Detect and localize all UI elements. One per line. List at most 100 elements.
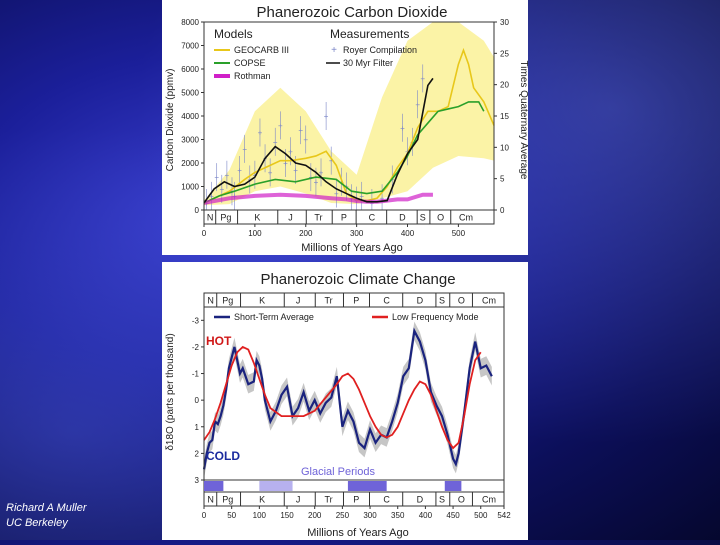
x-tick-label: 200 <box>299 229 313 238</box>
period-label-d: D <box>399 213 406 223</box>
royer-point: + <box>268 168 273 177</box>
x-tick-label: 450 <box>446 511 460 520</box>
royer-point: + <box>283 159 288 168</box>
x-tick-label: 400 <box>419 511 433 520</box>
legend-label-rothman: Rothman <box>234 71 271 81</box>
y-tick-label: -2 <box>192 343 200 352</box>
legend-label-shortterm: Short-Term Average <box>234 312 314 322</box>
period-strip <box>203 209 495 225</box>
geocarb-uncertainty-band <box>204 22 494 206</box>
co2-x-axis-label: Millions of Years Ago <box>301 242 403 254</box>
top-period-label-tr: Tr <box>324 296 332 306</box>
credit-affiliation: UC Berkeley <box>6 517 68 529</box>
period-label-s: S <box>420 213 426 223</box>
y-tick-label: 2000 <box>181 159 199 168</box>
top-period-label-d: D <box>417 296 424 306</box>
legend-label-lowfreq: Low Frequency Mode <box>392 312 479 322</box>
top-period-label-j: J <box>296 296 301 306</box>
top-period-label-o: O <box>458 296 465 306</box>
y-right-tick-label: 10 <box>500 143 509 152</box>
top-period-label-cm: Cm <box>482 296 496 306</box>
series-rothman <box>203 192 433 205</box>
y-tick-label: -1 <box>192 370 200 379</box>
x-tick-label: 0 <box>202 511 207 520</box>
royer-point: + <box>209 192 214 201</box>
royer-point: + <box>324 112 329 121</box>
co2-right-axis-label: Times Quaternary Average <box>518 61 528 180</box>
period-label-p: P <box>341 213 347 223</box>
royer-point: + <box>415 100 420 109</box>
x-tick-label: 500 <box>474 511 488 520</box>
period-label-pg: Pg <box>220 213 231 223</box>
bottom-period-label-s: S <box>439 495 445 505</box>
royer-point: + <box>303 136 308 145</box>
period-label-k: K <box>254 213 260 223</box>
series-low-frequency-mode <box>203 345 482 450</box>
bottom-period-label-j: J <box>296 495 301 505</box>
co2-chart: Phanerozoic Carbon Dioxide +++++++++++++… <box>165 4 529 254</box>
y-tick-label: 0 <box>195 206 200 215</box>
royer-point: + <box>390 175 395 184</box>
glacial-period-bar <box>204 481 224 491</box>
x-tick-label: 100 <box>253 511 267 520</box>
royer-point: + <box>293 166 298 175</box>
x-tick-label: 350 <box>391 511 405 520</box>
royer-point: + <box>273 138 278 147</box>
y-right-tick-label: 30 <box>500 18 509 27</box>
series-short-term-average <box>202 327 493 470</box>
top-period-label-k: K <box>259 296 265 306</box>
period-label-o: O <box>437 213 444 223</box>
x-tick-label: 150 <box>280 511 294 520</box>
period-label-j: J <box>288 213 293 223</box>
y-tick-label: 5000 <box>181 89 199 98</box>
y-right-tick-label: 25 <box>500 49 509 58</box>
period-label-cm: Cm <box>459 213 473 223</box>
climate-plot-frame <box>203 306 505 481</box>
royer-point: + <box>258 128 263 137</box>
royer-point: + <box>359 192 364 201</box>
x-tick-label: 400 <box>401 229 415 238</box>
legend-models-title: Models <box>214 27 253 41</box>
x-tick-label: 200 <box>308 511 322 520</box>
y-tick-label: 4000 <box>181 112 199 121</box>
y-tick-label: 1 <box>195 423 200 432</box>
climate-chart-panel: Phanerozoic Climate Change N Pg K J Tr P C D S O C… <box>162 262 528 540</box>
glacial-period-bar <box>444 481 462 491</box>
y-tick-label: 3 <box>195 476 200 485</box>
royer-point: + <box>319 168 324 177</box>
co2-y-axis-label: Carbon Dioxide (ppmv) <box>165 69 176 172</box>
royer-point: + <box>400 124 405 133</box>
royer-point: + <box>339 178 344 187</box>
x-tick-label: 250 <box>336 511 350 520</box>
royer-point: + <box>242 145 247 154</box>
royer-point: + <box>314 178 319 187</box>
royer-point: + <box>329 157 334 166</box>
y-tick-label: 6000 <box>181 65 199 74</box>
y-tick-label: -3 <box>192 316 200 325</box>
legend-swatch-royer: + <box>331 45 337 56</box>
y-right-tick-label: 20 <box>500 81 509 90</box>
cold-label: COLD <box>206 449 240 463</box>
royer-point: + <box>334 190 339 199</box>
bottom-period-label-cm: Cm <box>482 495 496 505</box>
climate-chart: Phanerozoic Climate Change N Pg K J Tr P C D S O C… <box>165 271 511 539</box>
bottom-period-label-n: N <box>207 495 214 505</box>
top-period-label-pg: Pg <box>222 296 233 306</box>
y-right-tick-label: 15 <box>500 112 509 121</box>
x-tick-label: 50 <box>227 511 236 520</box>
x-tick-label: 0 <box>202 229 207 238</box>
series-30-myr-filter <box>203 77 434 204</box>
bottom-period-label-p: P <box>353 495 359 505</box>
royer-point: + <box>225 171 230 180</box>
co2-chart-title: Phanerozoic Carbon Dioxide <box>257 4 448 21</box>
glacial-periods-label: Glacial Periods <box>301 466 375 478</box>
hot-label: HOT <box>206 334 232 348</box>
royer-point: + <box>237 166 242 175</box>
bottom-period-label-tr: Tr <box>324 495 332 505</box>
top-period-label-p: P <box>353 296 359 306</box>
bottom-period-strip <box>203 491 505 507</box>
legend-label-royer: Royer Compilation <box>343 45 417 55</box>
climate-x-axis-label: Millions of Years Ago <box>307 527 409 539</box>
top-period-label-n: N <box>207 296 214 306</box>
series-copse <box>203 101 485 204</box>
